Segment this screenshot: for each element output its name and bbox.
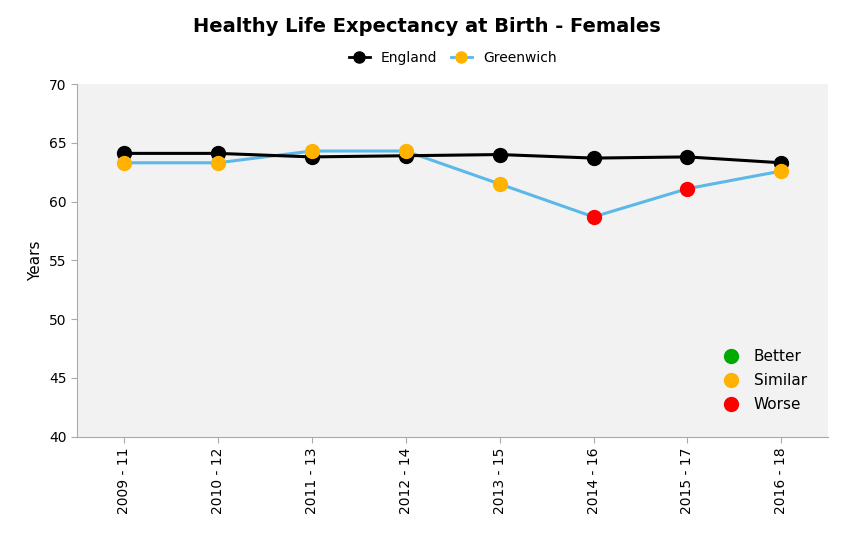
Y-axis label: Years: Years: [28, 240, 44, 281]
Text: Healthy Life Expectancy at Birth - Females: Healthy Life Expectancy at Birth - Femal…: [193, 17, 660, 36]
Legend: Better, Similar, Worse: Better, Similar, Worse: [709, 343, 812, 418]
